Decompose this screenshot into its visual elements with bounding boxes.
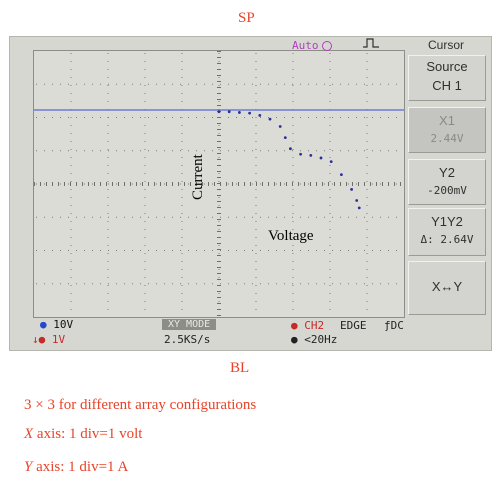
source-button[interactable]: Source CH 1 [408, 55, 486, 101]
trace-point [309, 153, 313, 157]
trace-point [329, 160, 333, 164]
xy-mode-badge: XY MODE [162, 319, 217, 330]
trigger-icon [363, 38, 379, 48]
sp-label: SP [238, 10, 255, 26]
trace-point [258, 114, 262, 117]
trace-point [268, 117, 272, 121]
ch2-scale: ↓● 1V [32, 333, 66, 346]
caption-x-axis: X axis: 1 div=1 volt [24, 426, 143, 442]
auto-indicator: Auto [292, 39, 332, 52]
xy-swap-button[interactable]: X↔Y [408, 261, 486, 315]
x1-value: 2.44V [430, 132, 464, 145]
trace-point [340, 173, 343, 176]
y1y2-button[interactable]: Y1Y2 Δ: 2.64V [408, 208, 486, 256]
trace-point [289, 147, 292, 151]
trace-point [238, 111, 241, 114]
voltage-axis-label: Voltage [268, 228, 314, 244]
trace-point [299, 152, 302, 156]
source-value: CH 1 [432, 78, 462, 93]
display-area [33, 50, 405, 318]
menu-title: Cursor [427, 38, 464, 52]
ch1-scale: ● 10V [40, 318, 74, 331]
trace-point [217, 110, 221, 114]
ch2-arrow-icon: ↓● [32, 333, 46, 346]
current-axis-label: Current [190, 154, 206, 200]
ch1-dot-icon: ● [40, 318, 47, 331]
trigger-frequency: ● <20Hz [291, 333, 338, 346]
xy-plot [34, 51, 404, 316]
trace-point [350, 188, 353, 191]
bl-label: BL [230, 360, 250, 376]
y2-button[interactable]: Y2 -200mV [408, 159, 486, 205]
oscilloscope-screen: Auto Cursor Source CH 1 X1 2.44V Y2 -200… [9, 36, 492, 351]
trace-point [319, 156, 323, 160]
y1y2-value: Δ: 2.64V [420, 233, 474, 246]
x1-button[interactable]: X1 2.44V [408, 107, 486, 153]
xy-swap-label: X↔Y [431, 279, 463, 294]
y2-value: -200mV [427, 184, 467, 197]
sample-rate: 2.5KS/s [164, 333, 211, 346]
caption-configuration: 3 × 3 for different array configurations [24, 397, 257, 413]
trigger-edge: EDGE [340, 319, 367, 332]
trace-point [283, 136, 287, 139]
source-label: Source [426, 59, 468, 74]
caption-y-axis: Y axis: 1 div=1 A [24, 459, 129, 475]
trace-point [227, 110, 231, 114]
trace-point [357, 206, 361, 210]
y1y2-label: Y1Y2 [431, 214, 463, 229]
x1-label: X1 [439, 113, 455, 128]
y2-label: Y2 [439, 165, 455, 180]
auto-circle-icon [321, 41, 332, 51]
trace-point [248, 111, 252, 115]
trace-point [355, 199, 359, 202]
trace-point [278, 125, 282, 128]
coupling: ƒDC [384, 319, 404, 332]
trigger-channel: ● CH2 [291, 319, 325, 332]
